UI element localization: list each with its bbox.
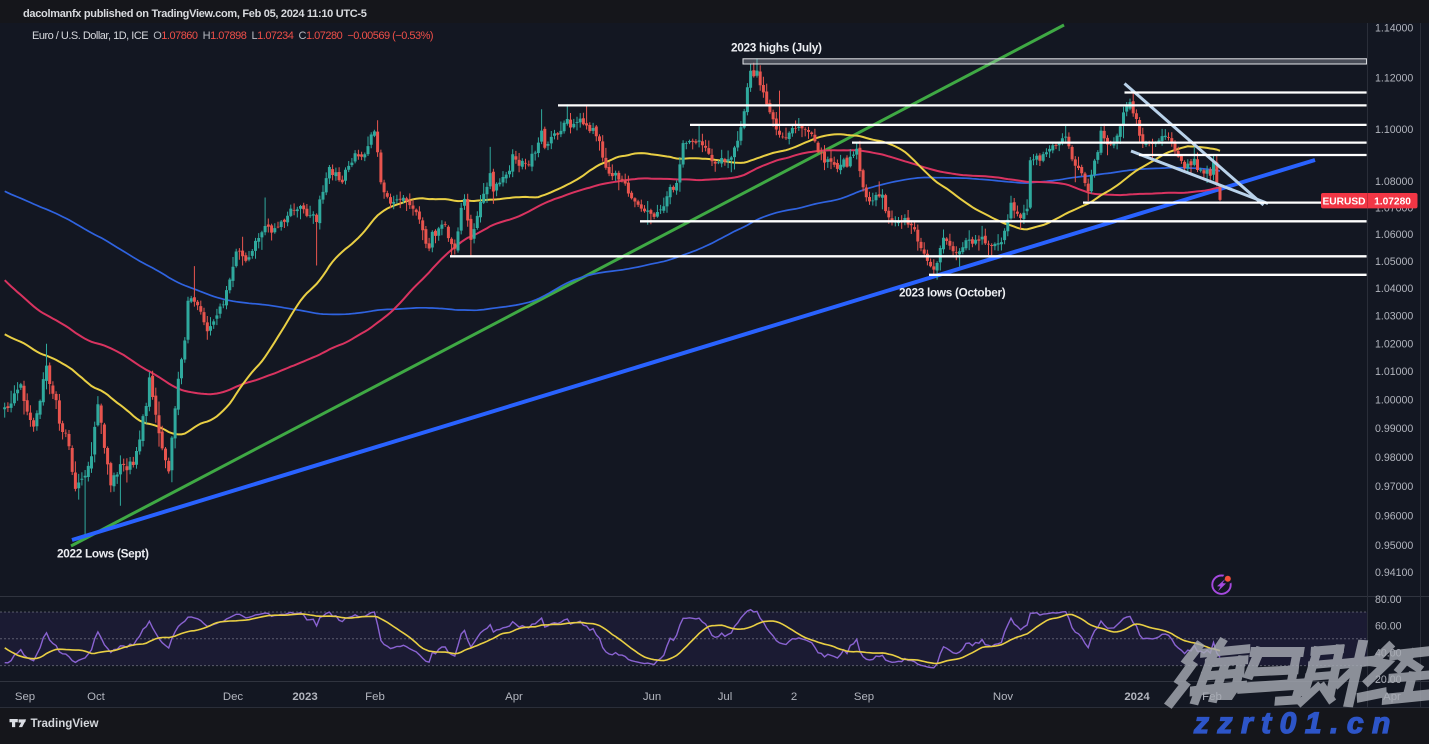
svg-text:TradingView: TradingView [31, 717, 100, 730]
svg-text:1.08000: 1.08000 [1375, 176, 1413, 188]
svg-text:1.14000: 1.14000 [1375, 22, 1413, 34]
svg-text:1.00000: 1.00000 [1375, 395, 1413, 407]
svg-text:1.07280: 1.07280 [1374, 197, 1411, 208]
svg-text:0.98000: 0.98000 [1375, 452, 1413, 464]
svg-text:EURUSD: EURUSD [1322, 197, 1365, 208]
svg-text:1.01000: 1.01000 [1375, 366, 1413, 378]
svg-text:dacolmanfx published on Tradin: dacolmanfx published on TradingView.com,… [23, 8, 367, 20]
svg-text:Sep: Sep [15, 691, 35, 703]
svg-text:2: 2 [791, 691, 797, 703]
svg-text:Jul: Jul [718, 691, 733, 703]
svg-text:0.95000: 0.95000 [1375, 540, 1413, 552]
svg-text:Jun: Jun [643, 691, 661, 703]
svg-text:2023 highs (July): 2023 highs (July) [731, 41, 822, 55]
svg-text:1.12000: 1.12000 [1375, 73, 1413, 85]
svg-text:1.06000: 1.06000 [1375, 229, 1413, 241]
svg-text:Sep: Sep [854, 691, 874, 703]
svg-text:0.94100: 0.94100 [1375, 567, 1413, 579]
svg-text:2024: 2024 [1124, 691, 1150, 703]
svg-text:80.00: 80.00 [1375, 594, 1402, 606]
svg-text:60.00: 60.00 [1375, 621, 1402, 633]
svg-text:2022 Lows (Sept): 2022 Lows (Sept) [57, 547, 149, 561]
svg-text:0.96000: 0.96000 [1375, 510, 1413, 522]
svg-text:Oct: Oct [87, 691, 106, 703]
svg-text:1.04000: 1.04000 [1375, 283, 1413, 295]
svg-text:0.99000: 0.99000 [1375, 423, 1413, 435]
svg-text:Euro / U.S. Dollar, 1D, ICE O: Euro / U.S. Dollar, 1D, ICE O1.07860 H1.… [32, 30, 433, 42]
svg-text:1.05000: 1.05000 [1375, 256, 1413, 268]
svg-text:Nov: Nov [993, 691, 1014, 703]
svg-text:0.97000: 0.97000 [1375, 481, 1413, 493]
svg-text:Feb: Feb [365, 691, 385, 703]
svg-text:2023 lows (October): 2023 lows (October) [899, 286, 1006, 300]
svg-text:Dec: Dec [223, 691, 244, 703]
svg-text:2023: 2023 [292, 691, 317, 703]
svg-text:zzrt01.cn: zzrt01.cn [1193, 707, 1399, 739]
svg-text:1.10000: 1.10000 [1375, 124, 1413, 136]
svg-text:1.03000: 1.03000 [1375, 311, 1413, 323]
svg-text:1.02000: 1.02000 [1375, 338, 1413, 350]
svg-text:Apr: Apr [505, 691, 523, 703]
